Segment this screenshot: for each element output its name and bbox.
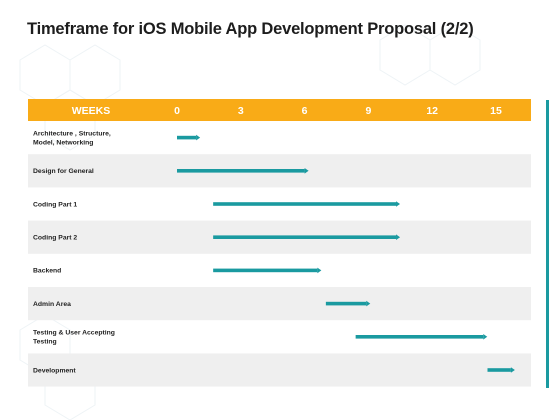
task-label: Backend (33, 268, 61, 275)
task-bar (213, 202, 397, 206)
week-tick-label: 9 (365, 105, 371, 117)
task-bar-arrow (317, 267, 322, 274)
task-label: Testing & User Accepting Testing (33, 330, 115, 346)
header-row (28, 99, 531, 121)
task-bar (325, 301, 367, 306)
task-label: Architecture , Structure, Model, Networki… (33, 130, 111, 146)
task-bar (355, 335, 484, 339)
accent-bar (546, 100, 549, 388)
task-bar-arrow (396, 201, 401, 207)
task-bar (487, 368, 511, 372)
page-title: Timeframe for iOS Mobile App Development… (27, 20, 474, 38)
task-label: Development (33, 367, 76, 374)
week-tick-label: 0 (174, 105, 180, 117)
task-bar (177, 169, 305, 173)
task-bar (213, 235, 397, 239)
task-label: Admin Area (33, 301, 71, 308)
week-tick-label: 15 (490, 105, 502, 117)
task-label: Design for General (33, 168, 94, 175)
task-label: Coding Part 2 (33, 235, 77, 242)
task-bar-arrow (366, 300, 371, 307)
weeks-header-label: WEEKS (72, 105, 111, 117)
week-tick-label: 12 (426, 105, 438, 117)
task-bar (177, 135, 197, 140)
task-row-background (28, 353, 531, 387)
task-bar (213, 268, 318, 273)
task-bar-arrow (304, 168, 309, 174)
task-bar-arrow (396, 234, 401, 240)
task-bar-arrow (483, 334, 488, 340)
week-tick-label: 6 (302, 105, 308, 117)
task-row-background (28, 287, 531, 321)
task-bar-arrow (510, 367, 515, 373)
task-bar-arrow (196, 134, 201, 141)
week-tick-label: 3 (238, 105, 244, 117)
task-label: Coding Part 1 (33, 201, 77, 208)
